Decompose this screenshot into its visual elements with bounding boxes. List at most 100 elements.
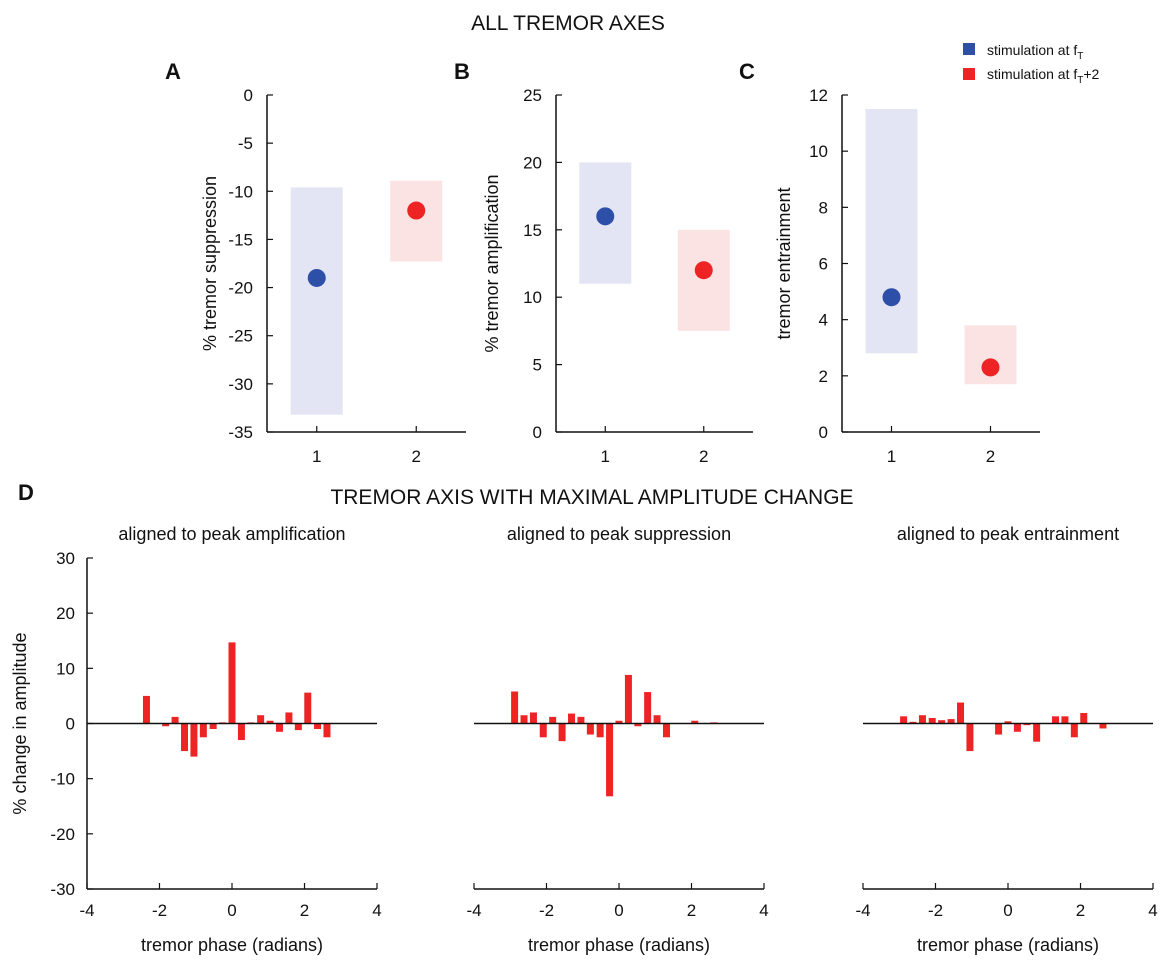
- bar: [577, 716, 585, 724]
- x-axis-label: tremor phase (radians): [141, 935, 323, 955]
- subplot-title: aligned to peak amplification: [118, 524, 345, 544]
- bar: [1033, 723, 1041, 742]
- y-tick-label: -10: [50, 770, 75, 789]
- y-tick-label: 20: [56, 604, 75, 623]
- y-tick-label: 15: [523, 221, 542, 240]
- x-tick-label: -4: [79, 901, 94, 920]
- y-tick-label: 4: [819, 311, 828, 330]
- bar: [909, 721, 917, 724]
- top-figure-title: ALL TREMOR AXES: [471, 12, 665, 35]
- y-tick-label: 2: [819, 367, 828, 386]
- legend-swatch-ft2: [963, 68, 975, 80]
- y-tick-label: -30: [50, 880, 75, 899]
- bar: [511, 691, 519, 724]
- legend-swatch-ft: [963, 43, 975, 55]
- bar: [171, 716, 179, 724]
- x-tick-label: 4: [1148, 901, 1157, 920]
- x-axis-label: tremor phase (radians): [528, 935, 710, 955]
- y-tick-label: 12: [809, 86, 828, 105]
- bar: [162, 723, 170, 727]
- subplot-title: aligned to peak suppression: [507, 524, 731, 544]
- y-tick-label: 8: [819, 198, 828, 217]
- bar: [928, 717, 936, 724]
- x-tick-label: 4: [372, 901, 381, 920]
- range-band: [290, 187, 343, 415]
- panel-d2-peak-suppression: -4 -2 0 2 4 aligned to peak suppression tremor…: [466, 524, 768, 955]
- bar: [1013, 723, 1021, 732]
- y-tick-label: 0: [244, 86, 253, 105]
- bar: [323, 723, 331, 738]
- bar: [1023, 723, 1031, 726]
- legend-label-ft2-sub: T: [1077, 75, 1083, 86]
- x-tick-label: 1: [601, 447, 610, 466]
- y-tick-label: 20: [523, 153, 542, 172]
- y-tick-label: 0: [533, 423, 542, 442]
- bar: [606, 723, 614, 797]
- x-tick-label: 2: [300, 901, 309, 920]
- bar: [1099, 723, 1107, 729]
- bar: [900, 716, 908, 724]
- bar: [285, 712, 293, 724]
- bar: [199, 723, 207, 738]
- bar: [596, 723, 604, 738]
- bar: [691, 720, 699, 724]
- x-tick-label: 2: [412, 447, 421, 466]
- bottom-figure-title: TREMOR AXIS WITH MAXIMAL AMPLITUDE CHANG…: [330, 486, 853, 509]
- x-tick-label: 2: [699, 447, 708, 466]
- y-tick-label: -5: [238, 134, 253, 153]
- data-point: [596, 207, 615, 226]
- bar: [294, 723, 302, 731]
- y-tick-label: 30: [56, 549, 75, 568]
- bar: [1080, 713, 1088, 724]
- bar: [181, 723, 189, 752]
- y-tick-label: -20: [228, 279, 253, 298]
- y-tick-label: 0: [819, 423, 828, 442]
- bar: [653, 715, 661, 724]
- bar: [190, 723, 198, 757]
- bar: [228, 642, 236, 724]
- x-tick-label: 4: [759, 901, 768, 920]
- panel-letter-d: D: [18, 480, 34, 505]
- x-tick-label: -2: [928, 901, 943, 920]
- x-axis-label: tremor phase (radians): [917, 935, 1099, 955]
- y-tick-label: 0: [66, 715, 75, 734]
- x-tick-label: 0: [1003, 901, 1012, 920]
- range-band: [677, 229, 730, 331]
- bar: [586, 723, 594, 735]
- data-point: [981, 358, 1000, 377]
- legend-label-ft-sub: T: [1077, 51, 1083, 62]
- bar: [615, 720, 623, 724]
- x-tick-label: -2: [152, 901, 167, 920]
- bar: [304, 692, 312, 724]
- data-point: [694, 261, 713, 280]
- bar: [1070, 723, 1078, 738]
- panel-b-tremor-amplification: 0 5 10 15 20 25 1 2 % tremor amplification: [482, 86, 753, 466]
- y-tick-label: 6: [819, 255, 828, 274]
- bar: [966, 723, 974, 752]
- bar: [266, 720, 274, 724]
- bar: [558, 723, 566, 742]
- bar: [995, 723, 1003, 735]
- bar: [662, 723, 670, 738]
- y-axis-label: % change in amplitude: [10, 632, 30, 814]
- y-tick-label: -15: [228, 230, 253, 249]
- panel-letter-a: A: [165, 59, 181, 84]
- y-tick-label: 10: [56, 659, 75, 678]
- bar: [529, 712, 537, 724]
- range-band: [865, 109, 918, 354]
- x-tick-label: -2: [539, 901, 554, 920]
- bar: [634, 723, 642, 727]
- bar: [918, 715, 926, 724]
- bar: [142, 695, 150, 724]
- x-tick-label: 2: [986, 447, 995, 466]
- bar: [1004, 721, 1012, 724]
- y-tick-label: -20: [50, 825, 75, 844]
- y-tick-label: 5: [533, 356, 542, 375]
- x-tick-label: -4: [466, 901, 481, 920]
- bar: [209, 723, 217, 730]
- y-tick-label: 10: [523, 288, 542, 307]
- x-tick-label: 2: [687, 901, 696, 920]
- data-point: [407, 201, 426, 220]
